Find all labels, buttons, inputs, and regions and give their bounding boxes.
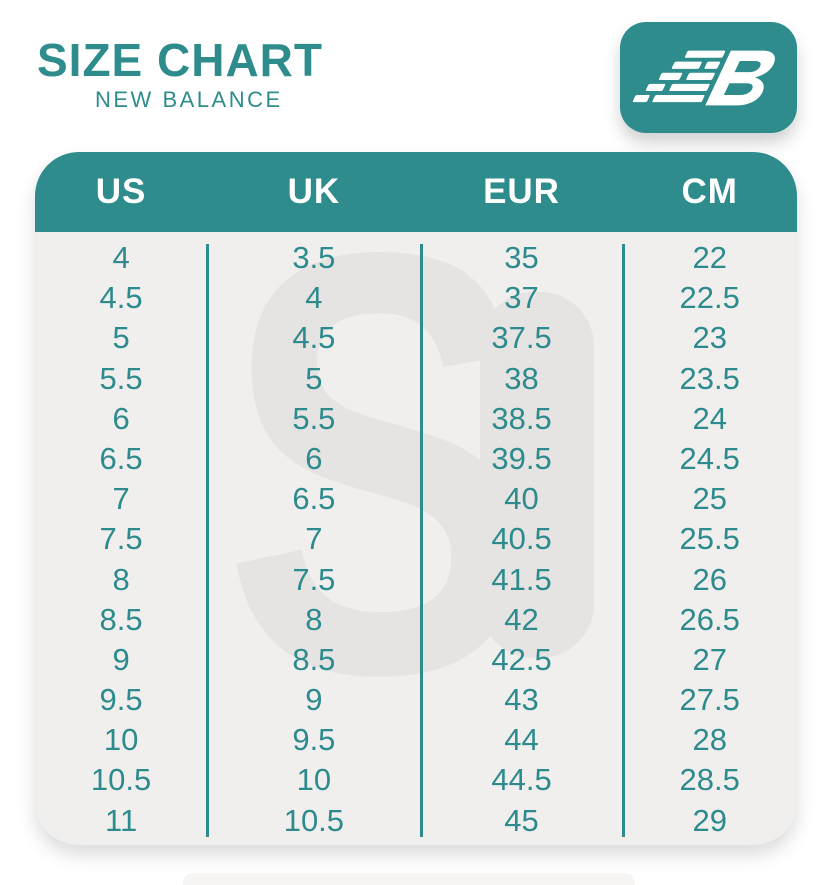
size-cell: 35 <box>504 240 539 275</box>
new-balance-nb-icon <box>632 50 775 105</box>
size-cell: 7.5 <box>292 561 336 597</box>
size-cell: 43 <box>504 682 539 718</box>
size-cell: 7 <box>112 481 130 517</box>
size-cell: 22 <box>692 240 727 275</box>
size-cell: 45 <box>504 802 539 838</box>
size-cell: 7.5 <box>99 521 143 557</box>
size-cell: 39.5 <box>491 440 552 476</box>
column-divider <box>621 244 625 837</box>
size-cell: 8.5 <box>99 601 143 637</box>
size-cell: 8 <box>112 561 130 597</box>
size-cell: 4.5 <box>292 320 336 356</box>
size-cell: 26.5 <box>679 601 740 637</box>
size-cell: 37 <box>504 280 539 316</box>
size-cell: 5 <box>112 320 130 356</box>
size-cell: 9.5 <box>99 682 143 718</box>
title-block: SIZE CHART NEW BALANCE <box>37 36 323 113</box>
size-cell: 11 <box>105 802 138 838</box>
column-header-eur: EUR <box>483 172 560 211</box>
size-cell: 25.5 <box>679 521 740 557</box>
column-header-us: US <box>95 172 147 211</box>
size-cell: 4 <box>305 280 323 316</box>
size-cell: 4.5 <box>99 280 143 316</box>
size-cell: 28.5 <box>679 762 740 798</box>
size-cell: 24 <box>692 400 727 436</box>
size-cell: 10 <box>103 722 139 758</box>
size-cell: 44 <box>504 722 539 758</box>
size-cell: 44.5 <box>491 762 552 798</box>
size-cell: 4 <box>112 240 130 275</box>
size-cell: 6 <box>112 400 130 436</box>
brand-logo-card <box>620 22 797 133</box>
size-cell: 5.5 <box>99 360 143 396</box>
column-divider <box>206 244 210 837</box>
size-cell: 10.5 <box>90 762 152 798</box>
size-cell: 5.5 <box>292 400 336 436</box>
size-cell: 24.5 <box>679 440 740 476</box>
size-cell: 37.5 <box>491 320 552 356</box>
size-cell: 7 <box>305 521 323 557</box>
bottom-page-edge-hint <box>183 873 635 885</box>
size-cell: 41.5 <box>491 561 552 597</box>
size-cell: 42 <box>504 601 539 637</box>
size-cell: 8.5 <box>292 641 336 677</box>
size-table: US UK EUR CM S 4 3.5 35 22 4.5 4 37 22.5 5 4.5 37.… <box>35 152 797 845</box>
size-cell: 9 <box>305 682 323 718</box>
size-cell: 38 <box>504 360 539 396</box>
size-cell: 27 <box>692 641 727 677</box>
size-cell: 42.5 <box>491 641 552 677</box>
size-cell: 6.5 <box>99 440 143 476</box>
size-table-header: US UK EUR CM <box>35 152 797 232</box>
size-cell: 8 <box>305 601 323 637</box>
size-cell: 25 <box>692 481 727 517</box>
size-cell: 3.5 <box>292 240 336 275</box>
size-cell: 40 <box>504 481 539 517</box>
size-cell: 23 <box>692 320 727 356</box>
column-header-uk: UK <box>287 172 341 211</box>
size-cell: 40.5 <box>491 521 552 557</box>
size-cell: 29 <box>692 802 727 838</box>
size-cell: 9.5 <box>292 722 336 758</box>
size-cell: 27.5 <box>679 682 740 718</box>
page-title: SIZE CHART <box>37 34 323 86</box>
size-cell: 26 <box>692 561 727 597</box>
size-cell: 10 <box>296 762 332 798</box>
size-cell: 22.5 <box>679 280 740 316</box>
watermark-bar-shape <box>480 292 594 658</box>
size-cell: 23.5 <box>679 360 740 396</box>
page-subtitle: NEW BALANCE <box>95 87 283 113</box>
size-cell: 9 <box>112 641 130 677</box>
size-cell: 5 <box>305 360 323 396</box>
size-cell: 6 <box>305 440 323 476</box>
size-cell: 6.5 <box>292 481 336 517</box>
size-table-body: S 4 3.5 35 22 4.5 4 37 22.5 5 4.5 37.5 23 5.5 5 38 23.5… <box>35 164 797 845</box>
size-cell: 10.5 <box>283 802 345 838</box>
column-header-cm: CM <box>681 172 738 211</box>
column-divider <box>419 244 423 837</box>
size-cell: 38.5 <box>491 400 552 436</box>
size-cell: 28 <box>692 722 727 758</box>
